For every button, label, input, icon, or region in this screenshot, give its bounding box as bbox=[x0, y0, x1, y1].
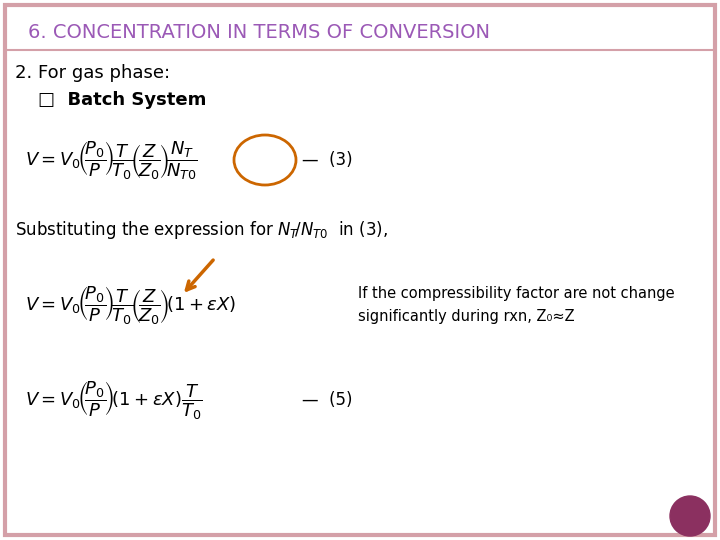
Text: $V=V_0\!\left(\!\dfrac{P_0}{P}\!\right)\!\dfrac{T}{T_0}\!\left(\!\dfrac{Z}{Z_0}\: $V=V_0\!\left(\!\dfrac{P_0}{P}\!\right)\… bbox=[25, 284, 236, 326]
Circle shape bbox=[670, 496, 710, 536]
Text: 6. CONCENTRATION IN TERMS OF CONVERSION: 6. CONCENTRATION IN TERMS OF CONVERSION bbox=[28, 24, 490, 43]
Text: —  (3): — (3) bbox=[302, 151, 353, 169]
Text: $V=V_0\!\left(\!\dfrac{P_0}{P}\!\right)\!\dfrac{T}{T_0}\!\left(\!\dfrac{Z}{Z_0}\: $V=V_0\!\left(\!\dfrac{P_0}{P}\!\right)\… bbox=[25, 139, 198, 181]
Text: □  Batch System: □ Batch System bbox=[38, 91, 207, 109]
FancyBboxPatch shape bbox=[5, 5, 715, 535]
Text: —  (5): — (5) bbox=[302, 391, 353, 409]
Text: Substituting the expression for $N_T\!/N_{T0}$  in (3),: Substituting the expression for $N_T\!/N… bbox=[15, 219, 388, 241]
Text: If the compressibility factor are not change
significantly during rxn, Z₀≈Z: If the compressibility factor are not ch… bbox=[358, 286, 675, 323]
Text: $V=V_0\!\left(\!\dfrac{P_0}{P}\!\right)\!(1+\varepsilon X)\dfrac{T}{T_0}$: $V=V_0\!\left(\!\dfrac{P_0}{P}\!\right)\… bbox=[25, 379, 203, 421]
Text: 2. For gas phase:: 2. For gas phase: bbox=[15, 64, 170, 82]
